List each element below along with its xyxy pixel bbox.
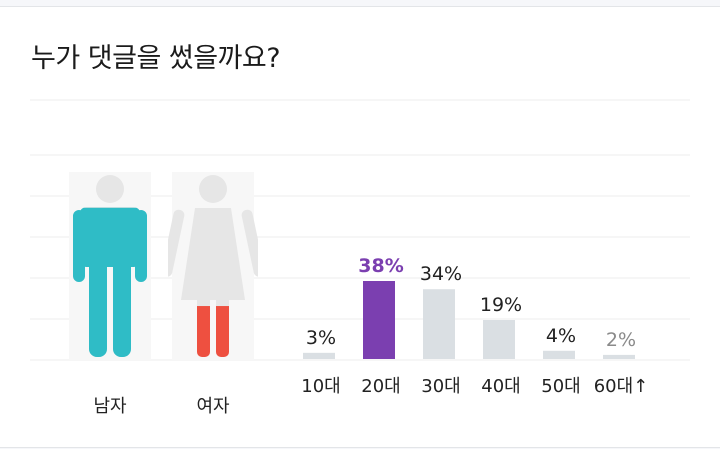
bar-value-label: 19% xyxy=(480,294,522,316)
category-label: 60대↑ xyxy=(594,376,649,397)
category-label: 50대 xyxy=(541,376,580,397)
female-figure-icon xyxy=(168,172,258,360)
category-label: 10대 xyxy=(301,376,340,397)
bar-value-label: 4% xyxy=(546,325,576,347)
chart-title: 누가 댓글을 썼을까요? xyxy=(31,43,281,74)
bar xyxy=(303,352,335,359)
bar-value-label: 34% xyxy=(420,263,462,285)
category-label: 40대 xyxy=(481,376,520,397)
bar-value-label: 38% xyxy=(358,255,403,277)
bar xyxy=(423,289,455,359)
bar xyxy=(483,320,515,359)
gender-label: 여자 xyxy=(196,396,230,417)
bar xyxy=(603,354,635,359)
bar-value-label: 2% xyxy=(606,329,636,351)
category-label: 20대 xyxy=(361,376,400,397)
category-label: 30대 xyxy=(421,376,460,397)
bar xyxy=(543,350,575,359)
male-figure-icon xyxy=(69,172,151,360)
gender-label: 남자 xyxy=(93,396,127,417)
bar-value-label: 3% xyxy=(306,327,336,349)
bar xyxy=(363,281,395,359)
